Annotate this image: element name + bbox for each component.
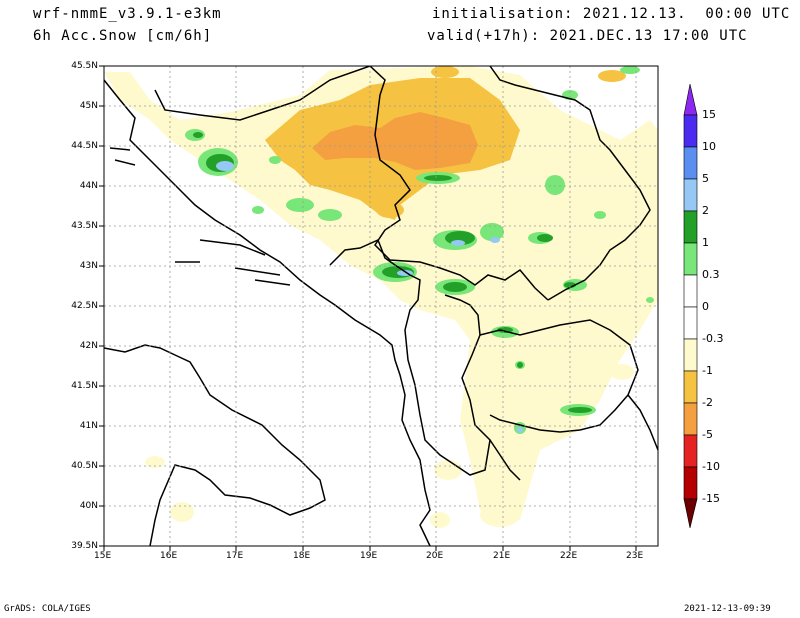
legend-label: -10 [702,460,720,473]
footer-timestamp: 2021-12-13-09:39 [684,604,771,614]
legend-label: -0.3 [702,332,724,345]
coastlines-borders [104,66,658,546]
lat-label: 42N [79,341,98,351]
lon-label: 17E [226,551,244,561]
snow-field [104,66,658,528]
lat-label: 39.5N [71,541,98,551]
bulgaria-greece [627,394,658,451]
inner-border-north [154,66,371,121]
lat-label: 41.5N [71,381,98,391]
colorbar-bin-minus0.3-minus1 [683,338,698,372]
lat-label: 42.5N [71,301,98,311]
adriatic-coast-east [104,79,431,546]
colorbar-bin-1-0.3 [683,242,698,276]
legend-label: 10 [702,140,716,153]
grid-lines [104,66,658,546]
legend-label: -2 [702,396,713,409]
legend-label: 15 [702,108,716,121]
lon-label: 21E [493,551,511,561]
lon-label: 16E [160,551,178,561]
lat-label: 43N [79,261,98,271]
footer-credit: GrADS: COLA/IGES [4,604,91,614]
colorbar-bin-minus5-minus10 [683,434,698,468]
colorbar-bottom-arrow [683,498,698,529]
lon-label: 22E [560,551,578,561]
lon-label: 15E [94,551,112,561]
lon-label: 20E [426,551,444,561]
model-title: wrf-nmmE_v3.9.1-e3km [33,6,222,22]
legend-label: -1 [702,364,713,377]
legend-label: 0.3 [702,268,720,281]
colorbar [683,83,698,529]
colorbar-bin-0-minus0.3 [683,306,698,340]
colorbar-bin-5-2 [683,178,698,212]
colorbar-bin-minus10-minus15 [683,466,698,500]
lat-label: 44.5N [71,141,98,151]
montenegro-albania [329,238,491,476]
legend-label: -5 [702,428,713,441]
lon-label: 23E [626,551,644,561]
kosovo-macedonia [479,319,639,433]
legend-label: 1 [702,236,709,249]
colorbar-bin-15-10 [683,114,698,148]
valid-time: valid(+17h): 2021.DEC.13 17:00 UTC [427,28,748,44]
field-title: 6h Acc.Snow [cm/6h] [33,28,213,44]
colorbar-bin-0.3-0 [683,274,698,308]
colorbar-bin-10-5 [683,146,698,180]
lat-label: 41N [79,421,98,431]
init-time: initialisation: 2021.12.13. 00:00 UTC [432,6,791,22]
croatia-islands [109,147,291,286]
colorbar-bin-minus1-minus2 [683,370,698,404]
lat-label: 45N [79,101,98,111]
legend-label: -15 [702,492,720,505]
lat-label: 40.5N [71,461,98,471]
lat-label: 44N [79,181,98,191]
inner-border-east [369,66,549,301]
moderate-snow-areas [312,112,478,170]
lat-label: 45.5N [71,61,98,71]
legend-label: 5 [702,172,709,185]
colorbar-bin-minus2-minus5 [683,402,698,436]
colorbar-top-arrow [683,83,698,116]
legend-label: 2 [702,204,709,217]
light-blue-patches [216,161,523,433]
lat-label: 40N [79,501,98,511]
greece-border [489,439,521,481]
axis-ticks [99,65,637,551]
legend-label: 0 [702,300,709,313]
colorbar-bin-2-1 [683,210,698,244]
italy-coast [104,344,326,546]
lon-label: 19E [360,551,378,561]
serbia-bulgaria [489,66,651,301]
lon-label: 18E [293,551,311,561]
trace-snow-areas [104,66,658,528]
lat-label: 43.5N [71,221,98,231]
